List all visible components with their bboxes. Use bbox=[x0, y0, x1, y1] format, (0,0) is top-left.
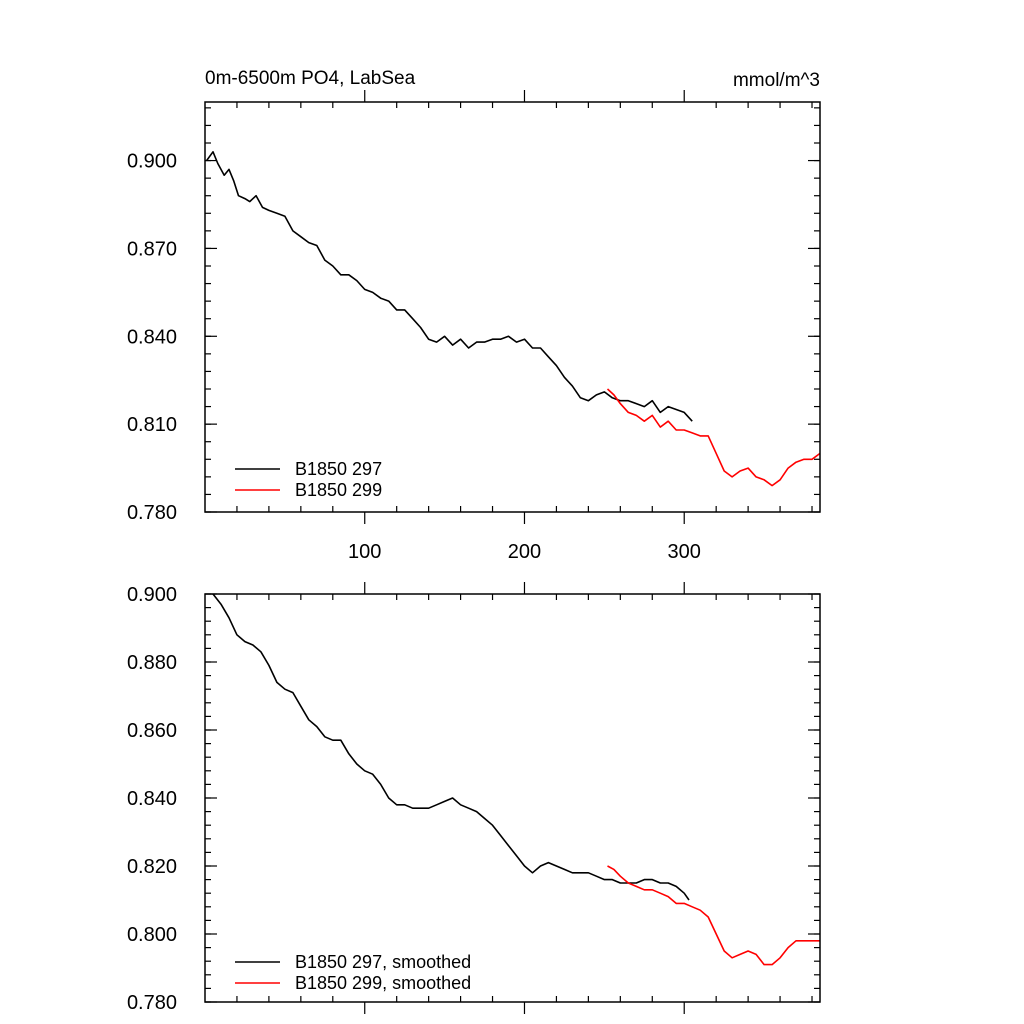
top-chart-series bbox=[205, 151, 821, 487]
y-tick-label: 0.860 bbox=[127, 720, 177, 742]
bottom-plot-frame bbox=[204, 593, 821, 1003]
y-tick-label: 0.900 bbox=[127, 151, 177, 173]
series-line-b1850-299 bbox=[607, 865, 820, 966]
bottom-chart-series bbox=[212, 593, 820, 966]
y-tick-label: 0.810 bbox=[127, 414, 177, 436]
top-line-chart: 0m-6500m PO4, LabSea mmol/m^3 0.780 0.810… bbox=[127, 68, 821, 563]
y-tick-label: 0.840 bbox=[127, 788, 177, 810]
legend-label: B1850 299 bbox=[295, 480, 382, 500]
y-tick-label: 0.780 bbox=[127, 992, 177, 1014]
y-tick-label: 0.840 bbox=[127, 326, 177, 348]
legend-label: B1850 299, smoothed bbox=[295, 973, 471, 993]
legend-label: B1850 297, smoothed bbox=[295, 952, 471, 972]
y-tick-label: 0.880 bbox=[127, 652, 177, 674]
series-line-b1850-297 bbox=[205, 151, 693, 422]
y-tick-label: 0.820 bbox=[127, 856, 177, 878]
y-tick-label: 0.900 bbox=[127, 584, 177, 606]
units-label: mmol/m^3 bbox=[733, 70, 820, 91]
y-tick-label: 0.780 bbox=[127, 502, 177, 524]
x-tick-label: 300 bbox=[668, 541, 701, 563]
series-line-b1850-299 bbox=[606, 388, 821, 487]
top-chart-ticks: 0.780 0.810 0.840 0.870 0.900 100 200 300 bbox=[127, 90, 820, 563]
x-tick-label: 200 bbox=[508, 541, 541, 563]
chart-title: 0m-6500m PO4, LabSea bbox=[205, 68, 416, 89]
series-line-b1850-297 bbox=[212, 593, 690, 901]
x-tick-label: 100 bbox=[348, 541, 381, 563]
y-tick-label: 0.870 bbox=[127, 238, 177, 260]
y-tick-label: 0.800 bbox=[127, 924, 177, 946]
bottom-line-chart: 0.780 0.800 0.820 0.840 0.860 0.880 0.900 B185… bbox=[127, 582, 821, 1014]
top-plot-frame bbox=[204, 101, 821, 513]
bottom-chart-ticks: 0.780 0.800 0.820 0.840 0.860 0.880 0.900 bbox=[127, 582, 820, 1014]
legend-label: B1850 297 bbox=[295, 459, 382, 479]
